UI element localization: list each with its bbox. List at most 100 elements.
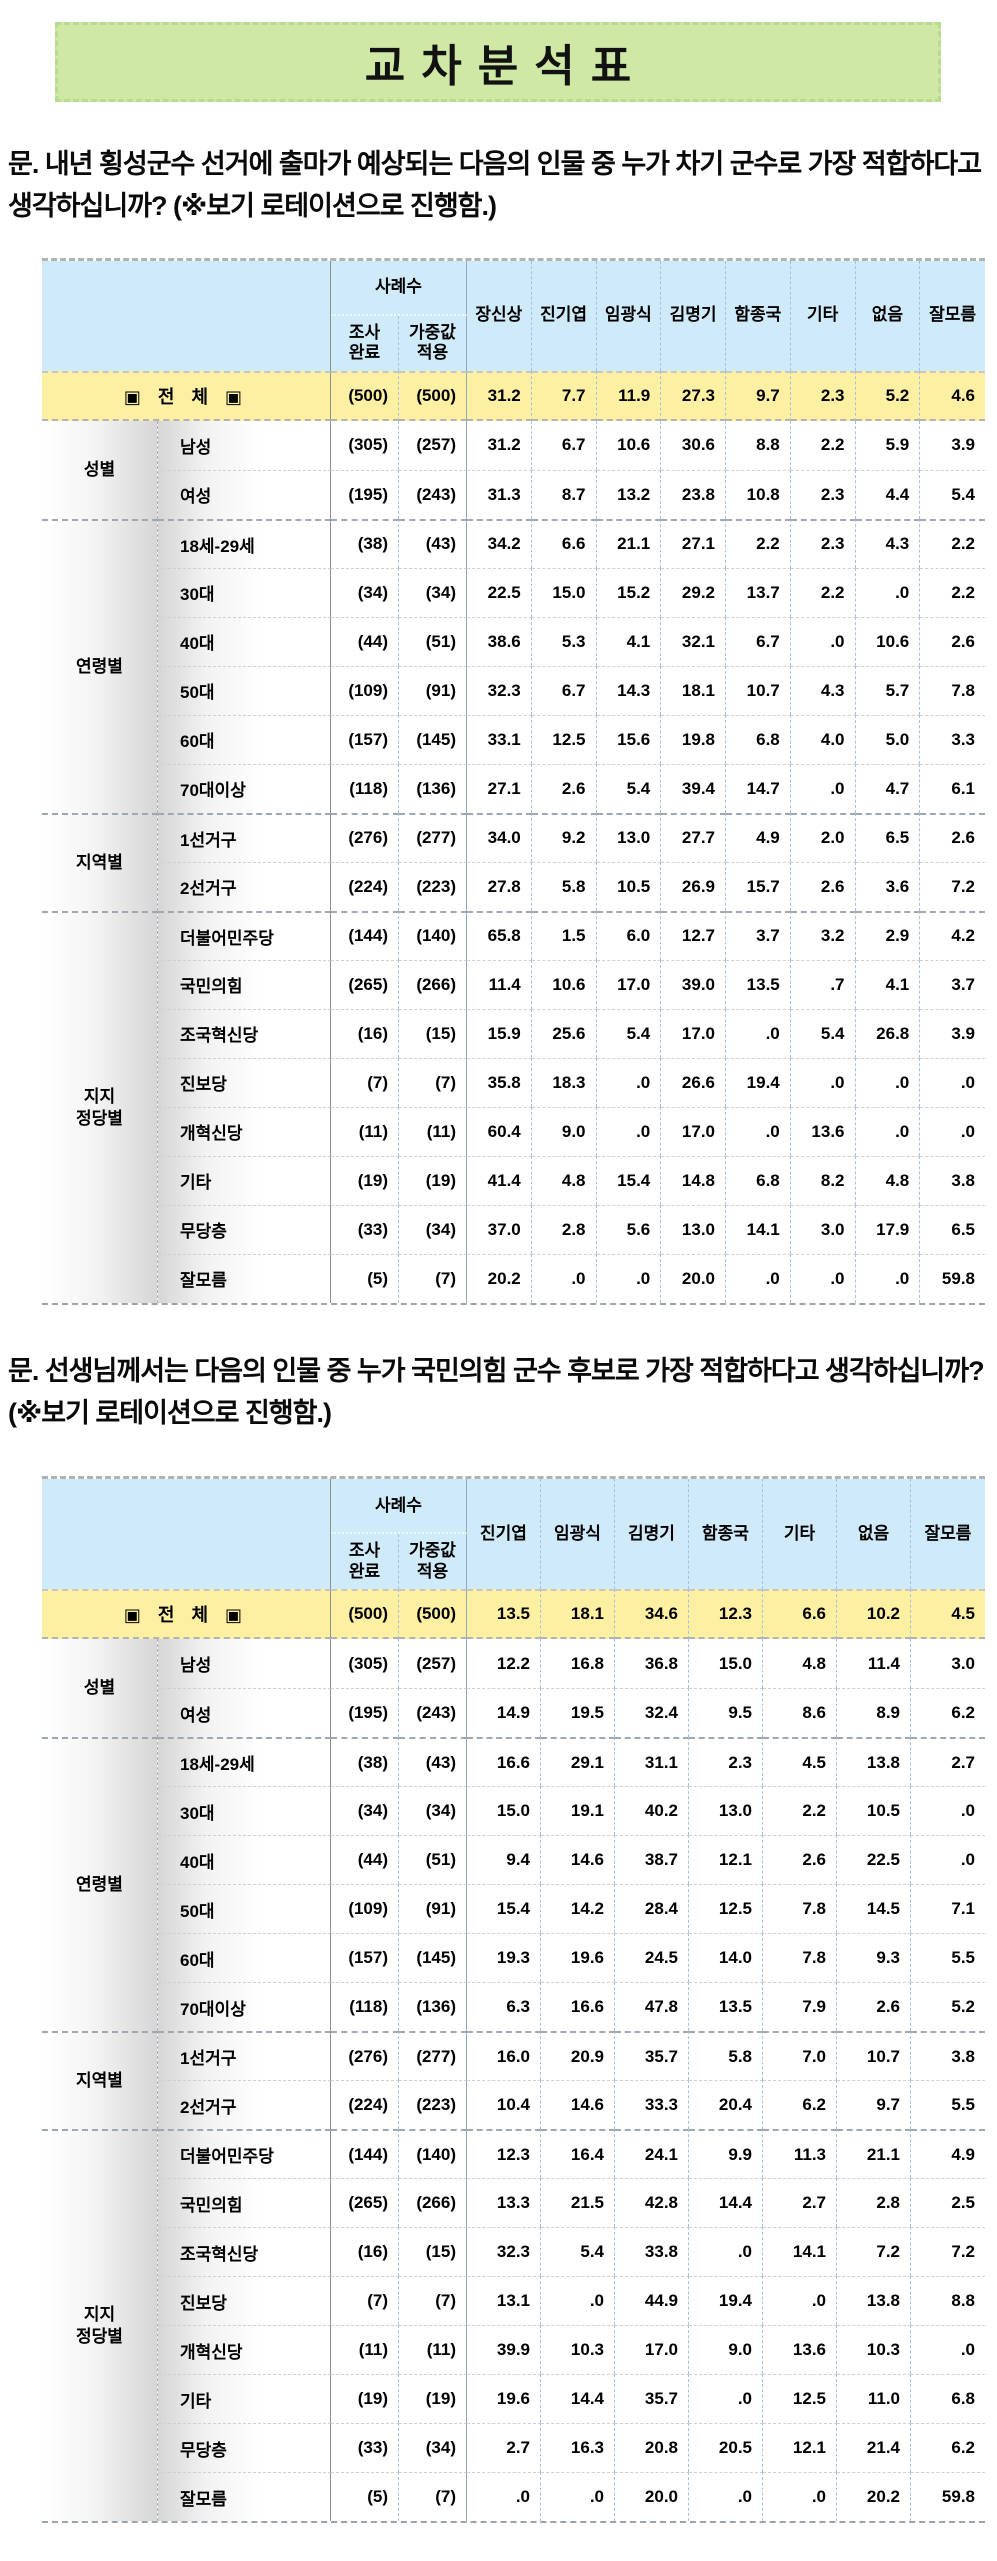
value-cell: 2.2 — [763, 1786, 837, 1836]
question-section-2: 문. 선생님께서는 다음의 인물 중 누가 국민의힘 군수 후보로 가장 적합하… — [0, 1351, 997, 2524]
case-count-cell: (33) — [331, 1204, 399, 1254]
value-cell: 7.2 — [920, 861, 985, 911]
value-cell: 20.2 — [467, 1253, 532, 1303]
case-count-cell: (51) — [399, 1835, 467, 1885]
value-cell: 9.7 — [837, 2080, 911, 2130]
row-label: 40대 — [158, 1835, 331, 1885]
value-cell: .0 — [920, 1057, 985, 1107]
total-value-cell: 6.6 — [763, 1589, 837, 1640]
value-cell: 2.3 — [790, 518, 856, 568]
case-count-cell: (266) — [399, 2178, 467, 2228]
row-label: 개혁신당 — [158, 2325, 331, 2375]
total-case-cell: (500) — [331, 1589, 399, 1640]
value-cell: 4.8 — [531, 1155, 597, 1205]
row-label: 70대이상 — [158, 763, 331, 813]
case-count-cell: (145) — [399, 714, 467, 764]
value-cell: 6.5 — [920, 1204, 985, 1254]
cases-header: 사례수 — [331, 260, 467, 316]
case-count-cell: (257) — [399, 1639, 467, 1689]
row-label: 무당층 — [158, 2423, 331, 2473]
row-label: 조국혁신당 — [158, 1008, 331, 1058]
row-label: 60대 — [158, 1933, 331, 1983]
value-cell: 17.0 — [596, 959, 662, 1009]
case-count-cell: (224) — [331, 861, 399, 911]
value-cell: 7.8 — [920, 665, 985, 715]
case-count-cell: (195) — [331, 1688, 399, 1738]
case-count-cell: (16) — [331, 2227, 399, 2277]
value-cell: 9.0 — [531, 1106, 597, 1156]
value-cell: 38.6 — [467, 616, 532, 666]
value-cell: 44.9 — [615, 2276, 689, 2326]
case-count-cell: (15) — [399, 2227, 467, 2277]
row-label: 진보당 — [158, 2276, 331, 2326]
row-label: 국민의힘 — [158, 2178, 331, 2228]
row-label: 잘모름 — [158, 1253, 331, 1303]
value-cell: 41.4 — [467, 1155, 532, 1205]
value-cell: 27.1 — [467, 763, 532, 813]
case-count-cell: (109) — [331, 1884, 399, 1934]
report-title-banner: 교차분석표 — [55, 22, 941, 102]
value-cell: 10.7 — [837, 2031, 911, 2081]
value-cell: 9.4 — [467, 1835, 541, 1885]
value-cell: 4.9 — [726, 812, 791, 862]
case-count-cell: (44) — [331, 1835, 399, 1885]
value-cell: 5.6 — [596, 1204, 662, 1254]
total-value-cell: 13.5 — [467, 1589, 541, 1640]
value-cell: 10.8 — [726, 469, 791, 519]
case-count-cell: (305) — [331, 420, 399, 470]
row-label: 60대 — [158, 714, 331, 764]
value-cell: 1.5 — [531, 910, 597, 960]
value-cell: 2.3 — [689, 1737, 763, 1787]
value-cell: 15.0 — [467, 1786, 541, 1836]
value-cell: 20.8 — [615, 2423, 689, 2473]
value-cell: 13.3 — [467, 2178, 541, 2228]
value-cell: 9.0 — [689, 2325, 763, 2375]
case-count-cell: (109) — [331, 665, 399, 715]
case-count-cell: (276) — [331, 812, 399, 862]
case-count-cell: (19) — [331, 1155, 399, 1205]
case-count-cell: (277) — [399, 2031, 467, 2081]
case-count-cell: (11) — [399, 2325, 467, 2375]
value-cell: 39.4 — [661, 763, 726, 813]
value-cell: 3.7 — [920, 959, 985, 1009]
value-cell: 19.6 — [467, 2374, 541, 2424]
value-cell: 14.6 — [541, 1835, 615, 1885]
value-cell: 8.2 — [790, 1155, 856, 1205]
value-cell: 13.6 — [790, 1106, 856, 1156]
value-cell: 26.8 — [855, 1008, 921, 1058]
case-count-cell: (34) — [399, 567, 467, 617]
value-cell: 13.0 — [596, 812, 662, 862]
value-cell: 5.7 — [855, 665, 921, 715]
row-label: 잘모름 — [158, 2472, 331, 2522]
value-cell: 6.3 — [467, 1982, 541, 2032]
candidate-col-header: 기타 — [790, 260, 856, 371]
value-cell: 2.2 — [920, 567, 985, 617]
row-label: 70대이상 — [158, 1982, 331, 2032]
value-cell: 10.4 — [467, 2080, 541, 2130]
value-cell: 14.1 — [726, 1204, 791, 1254]
candidate-col-header: 잘모름 — [911, 1479, 985, 1590]
value-cell: 18.1 — [661, 665, 726, 715]
value-cell: 6.8 — [726, 1155, 791, 1205]
value-cell: 11.4 — [467, 959, 532, 1009]
value-cell: 4.8 — [855, 1155, 921, 1205]
value-cell: 5.4 — [920, 469, 985, 519]
value-cell: 2.2 — [920, 518, 985, 568]
report-title: 교차분석표 — [364, 42, 648, 91]
total-value-cell: 10.2 — [837, 1589, 911, 1640]
value-cell: 2.6 — [531, 763, 597, 813]
total-value-cell: 4.5 — [911, 1589, 985, 1640]
cases-header: 사례수 — [331, 1479, 467, 1535]
case-count-cell: (145) — [399, 1933, 467, 1983]
value-cell: 28.4 — [615, 1884, 689, 1934]
value-cell: 12.5 — [763, 2374, 837, 2424]
value-cell: 32.3 — [467, 665, 532, 715]
value-cell: 2.2 — [791, 420, 856, 470]
row-label: 기타 — [158, 1155, 331, 1205]
value-cell: 4.3 — [790, 665, 856, 715]
value-cell: 12.3 — [467, 2129, 541, 2179]
case-count-cell: (38) — [331, 518, 399, 568]
total-case-cell: (500) — [399, 1589, 467, 1640]
value-cell: 32.1 — [661, 616, 726, 666]
value-cell: 3.0 — [951, 1653, 975, 1673]
